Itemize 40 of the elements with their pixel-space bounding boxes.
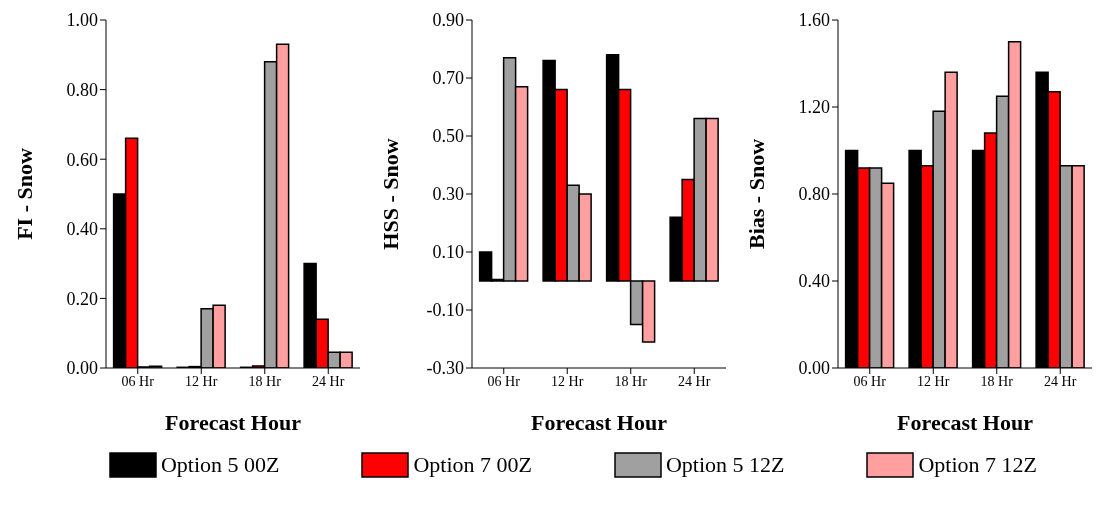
y-tick-label: 1.20 bbox=[798, 97, 830, 118]
y-tick-label: 0.80 bbox=[798, 184, 830, 205]
x-tick-label: 06 Hr bbox=[121, 373, 155, 389]
y-tick-label: 0.40 bbox=[66, 219, 98, 240]
legend-label: Option 5 00Z bbox=[160, 452, 280, 478]
x-tick-label: 18 Hr bbox=[614, 373, 648, 389]
y-tick-label: 0.10 bbox=[432, 242, 464, 263]
x-tick-label: 18 Hr bbox=[980, 373, 1014, 389]
y-tick-label: 1.60 bbox=[798, 10, 830, 31]
x-axis-title: Forecast Hour bbox=[897, 410, 1034, 435]
x-tick-label: 12 Hr bbox=[551, 373, 584, 389]
x-tick-label: 12 Hr bbox=[185, 373, 218, 389]
y-tick-label: 0.80 bbox=[66, 79, 98, 100]
y-tick-label: 0.70 bbox=[432, 68, 464, 89]
y-tick-label: 1.00 bbox=[66, 10, 98, 31]
x-tick-label: 12 Hr bbox=[917, 373, 950, 389]
x-tick-label: 24 Hr bbox=[678, 373, 711, 389]
x-tick-label: 24 Hr bbox=[1044, 373, 1077, 389]
y-tick-label: 0.90 bbox=[432, 10, 464, 31]
y-tick-label: 0.00 bbox=[66, 358, 98, 379]
x-tick-label: 24 Hr bbox=[312, 373, 345, 389]
y-tick-label: 0.40 bbox=[798, 271, 830, 292]
y-tick-label: 0.20 bbox=[66, 288, 98, 309]
legend-label: Option 7 00Z bbox=[413, 452, 533, 478]
x-tick-label: 06 Hr bbox=[487, 373, 521, 389]
y-tick-label: -0.10 bbox=[426, 300, 464, 321]
y-tick-label: 0.00 bbox=[798, 358, 830, 379]
legend-label: Option 7 12Z bbox=[918, 452, 1038, 478]
y-axis-title: FI - Snow bbox=[11, 148, 37, 240]
y-axis-title: Bias - Snow bbox=[743, 138, 769, 250]
y-tick-label: 0.30 bbox=[432, 184, 464, 205]
y-axis-title: HSS - Snow bbox=[377, 138, 403, 250]
y-tick-label: -0.30 bbox=[426, 358, 464, 379]
legend-label: Option 5 12Z bbox=[665, 452, 785, 478]
x-tick-label: 06 Hr bbox=[853, 373, 887, 389]
x-tick-label: 18 Hr bbox=[248, 373, 282, 389]
x-axis-title: Forecast Hour bbox=[165, 410, 302, 435]
y-tick-label: 0.60 bbox=[66, 149, 98, 170]
y-tick-label: 0.50 bbox=[432, 126, 464, 147]
x-axis-title: Forecast Hour bbox=[531, 410, 668, 435]
